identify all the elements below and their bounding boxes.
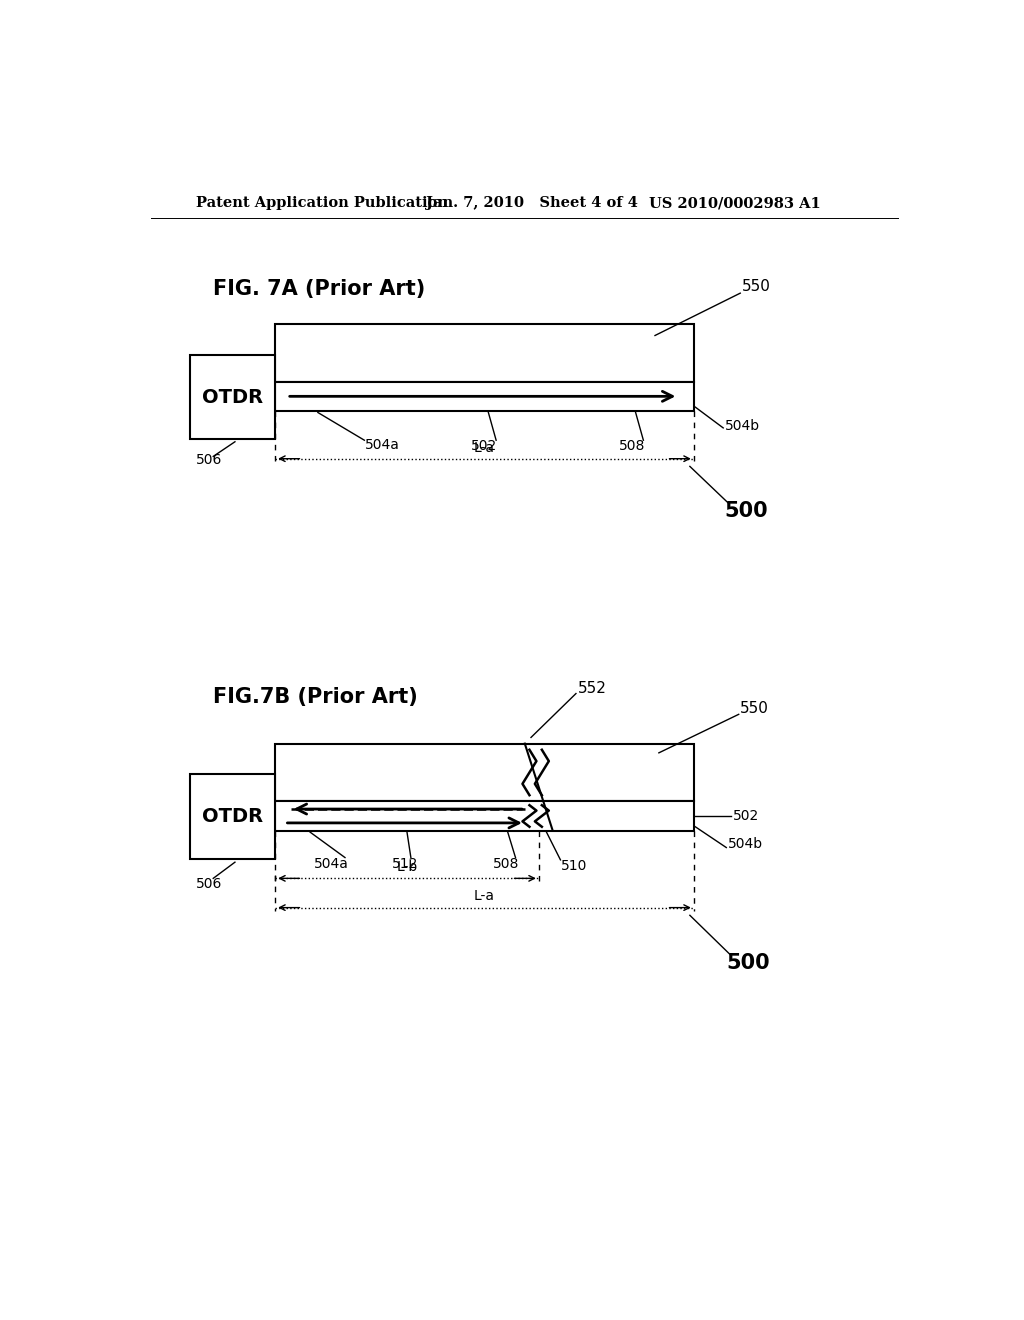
Text: L-a: L-a bbox=[474, 890, 495, 903]
Bar bbox=[275, 381, 693, 411]
Text: Patent Application Publication: Patent Application Publication bbox=[197, 197, 449, 210]
Text: 506: 506 bbox=[197, 453, 222, 467]
Text: L-b: L-b bbox=[396, 859, 418, 874]
Text: US 2010/0002983 A1: US 2010/0002983 A1 bbox=[649, 197, 820, 210]
Text: 500: 500 bbox=[725, 502, 768, 521]
Text: 500: 500 bbox=[726, 953, 770, 973]
Text: Jan. 7, 2010   Sheet 4 of 4: Jan. 7, 2010 Sheet 4 of 4 bbox=[426, 197, 638, 210]
Bar bbox=[190, 775, 275, 859]
Bar bbox=[190, 355, 275, 440]
Text: 504b: 504b bbox=[725, 420, 760, 433]
Text: L-a: L-a bbox=[474, 441, 495, 455]
Text: 550: 550 bbox=[740, 701, 769, 715]
Text: OTDR: OTDR bbox=[202, 808, 263, 826]
Text: FIG.7B (Prior Art): FIG.7B (Prior Art) bbox=[213, 688, 418, 708]
Text: 510: 510 bbox=[560, 859, 587, 873]
Text: FIG. 7A (Prior Art): FIG. 7A (Prior Art) bbox=[213, 280, 426, 300]
Bar bbox=[275, 801, 693, 830]
Text: 504b: 504b bbox=[728, 837, 763, 851]
Text: 504a: 504a bbox=[366, 438, 400, 451]
Text: OTDR: OTDR bbox=[202, 388, 263, 407]
Bar bbox=[275, 323, 693, 381]
Text: 508: 508 bbox=[493, 858, 519, 871]
Text: 502: 502 bbox=[732, 809, 759, 822]
Bar bbox=[275, 743, 693, 801]
Text: 508: 508 bbox=[618, 438, 645, 453]
Text: 502: 502 bbox=[471, 438, 498, 453]
Text: 552: 552 bbox=[578, 681, 606, 696]
Text: 506: 506 bbox=[197, 878, 222, 891]
Text: 550: 550 bbox=[741, 280, 771, 294]
Text: 504a: 504a bbox=[313, 858, 348, 871]
Text: 512: 512 bbox=[392, 858, 419, 871]
